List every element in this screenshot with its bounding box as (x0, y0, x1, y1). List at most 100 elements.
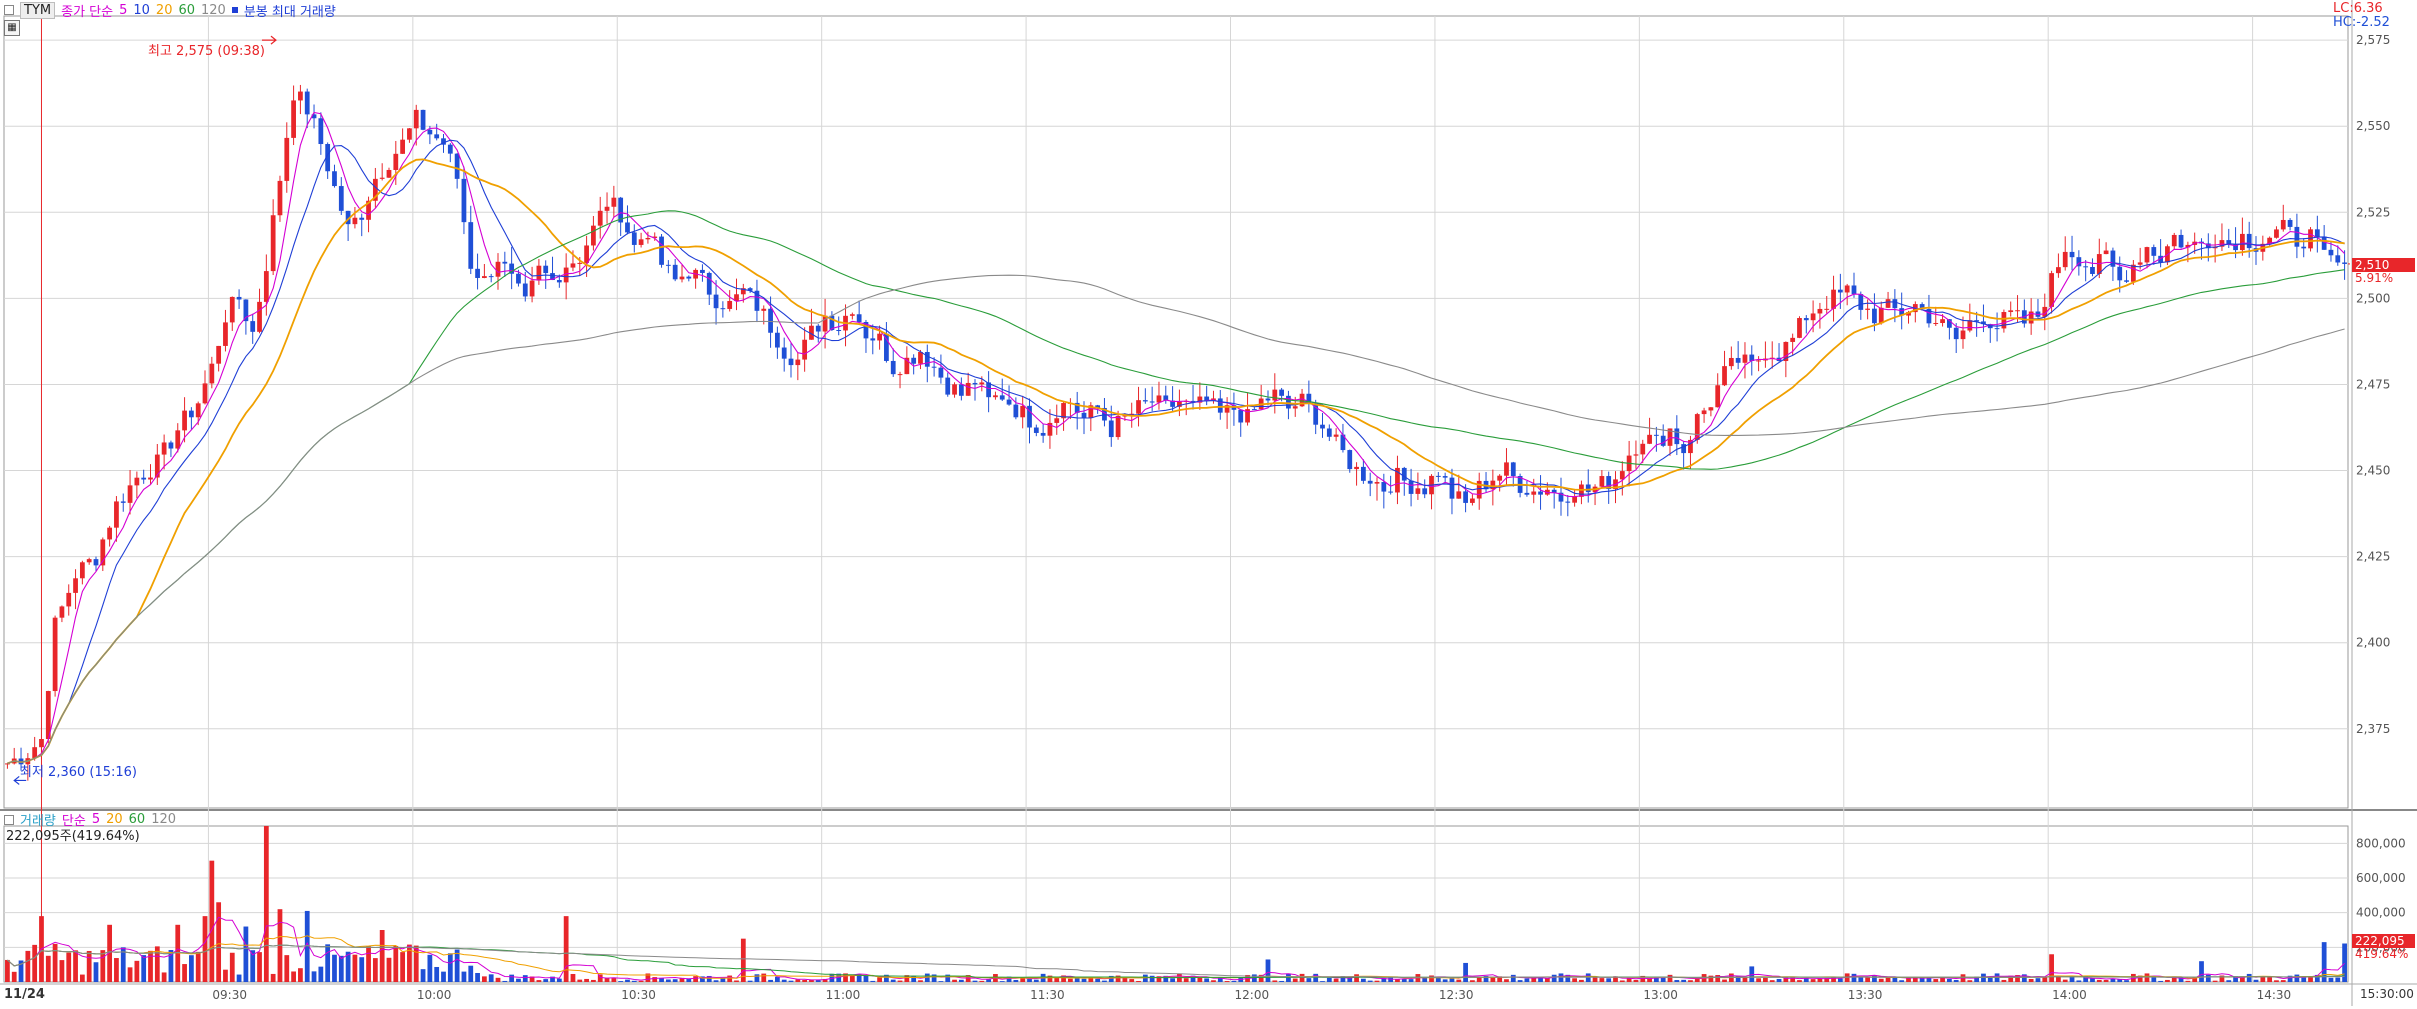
candle-body (1694, 414, 1700, 440)
candle-body (427, 129, 433, 135)
volume-bar (1653, 977, 1659, 982)
volume-bar (1722, 979, 1727, 982)
volume-bar (332, 954, 337, 982)
candle-body (1660, 435, 1666, 446)
candle-body (1858, 294, 1864, 310)
volume-bar (1006, 976, 1012, 982)
candle-body (1728, 357, 1734, 367)
price-tick-label: 2,425 (2356, 550, 2390, 564)
candle-body (1388, 491, 1394, 493)
volume-bar (2001, 979, 2007, 982)
candle-body (475, 268, 480, 278)
candle-body (1360, 466, 1366, 481)
volume-bar (148, 950, 153, 982)
volume-bar (1108, 975, 1114, 982)
volume-bar (1783, 977, 1789, 982)
candle-body (618, 197, 624, 223)
volume-bar (2226, 980, 2232, 982)
candle-body (1851, 285, 1857, 295)
volume-bar (1190, 975, 1196, 982)
volume-bar (2110, 978, 2116, 982)
volume-bar (1681, 979, 1687, 982)
volume-bar (1013, 979, 1019, 982)
candle-body (2062, 251, 2068, 268)
volume-bar (1831, 976, 1836, 982)
time-tick-label: 12:00 (1235, 988, 1270, 1002)
candle-body (1251, 409, 1257, 411)
volume-bar (2083, 976, 2089, 982)
volume-bar (2076, 980, 2082, 982)
volume-bar (468, 965, 474, 982)
volume-bar (216, 902, 222, 982)
candle-body (168, 442, 174, 449)
candle-body (100, 539, 106, 566)
candle-body (39, 738, 44, 748)
time-tick-label: 14:00 (2052, 988, 2087, 1002)
volume-bar (1851, 973, 1857, 982)
volume-bar (1326, 977, 1332, 982)
time-tick-label: 11:00 (826, 988, 861, 1002)
volume-bar (1211, 980, 1216, 982)
volume-bar (304, 910, 310, 982)
candle-body (1354, 466, 1359, 470)
volume-bar (999, 981, 1005, 982)
candle-body (1837, 289, 1843, 293)
candle-body (979, 382, 985, 385)
grid-settings-icon[interactable]: ▦ (4, 20, 20, 36)
candle-body (1742, 354, 1748, 363)
candle-body (2274, 229, 2279, 238)
candle-body (284, 137, 290, 181)
volume-bar (1919, 978, 1925, 982)
candle-body (407, 128, 412, 140)
volume-ma-60-line (7, 944, 2345, 979)
candle-body (393, 153, 399, 170)
candle-body (522, 283, 528, 297)
volume-bar (1142, 974, 1148, 982)
volume-toggle-icon[interactable] (4, 814, 14, 825)
volume-bar (1967, 980, 1973, 982)
volume-bar (168, 950, 174, 982)
volume-bar (979, 980, 985, 982)
candle-body (1674, 428, 1680, 445)
candle-body (2171, 234, 2177, 247)
volume-bar (570, 973, 576, 982)
volume-bar (788, 980, 794, 982)
volume-legend: 거래량 단순 5 20 60 120 (0, 810, 176, 829)
price-tick-label: 2,550 (2356, 119, 2390, 133)
volume-bar (1306, 978, 1312, 982)
candle-body (120, 501, 126, 503)
ma-10-line (7, 139, 2345, 764)
candle-body (1047, 422, 1053, 436)
volume-bar (1122, 977, 1128, 982)
price-pane-frame (3, 15, 2349, 809)
candle-body (1006, 399, 1012, 405)
candle-body (1040, 432, 1046, 436)
candle-body (298, 91, 303, 101)
candle-body (2124, 280, 2129, 282)
candle-body (768, 308, 773, 333)
volume-bar (1470, 980, 1475, 982)
volume-bar (2117, 979, 2123, 982)
volume-bar (2280, 980, 2286, 982)
candle-body (665, 264, 671, 266)
volume-bar (1660, 976, 1666, 982)
candle-body (495, 261, 501, 277)
candle-body (2233, 244, 2238, 251)
candle-body (2314, 229, 2320, 237)
candle-body (1381, 482, 1387, 492)
volume-bar (86, 950, 92, 982)
legend-toggle-icon[interactable] (4, 5, 14, 15)
candle-body (720, 308, 726, 310)
volume-bar (1824, 978, 1830, 982)
candle-body (2219, 240, 2225, 247)
volume-bar (2335, 977, 2341, 982)
candle-body (1476, 480, 1482, 499)
candle-body (591, 225, 596, 246)
volume-bar (2062, 979, 2068, 982)
candle-body (488, 276, 494, 278)
candle-body (1136, 400, 1141, 414)
candle-body (802, 339, 808, 360)
volume-bar (161, 972, 167, 982)
